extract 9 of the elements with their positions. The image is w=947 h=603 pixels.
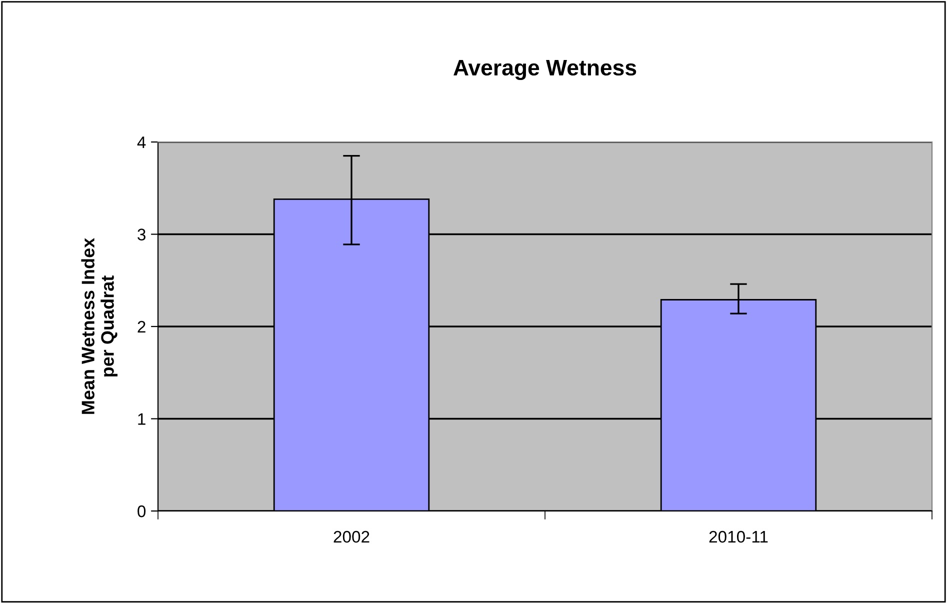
chart-title: Average Wetness (454, 60, 636, 80)
y-tick-label: 2 (138, 320, 146, 333)
x-tick-label: 2010-11 (709, 530, 768, 543)
y-tick-label: 1 (138, 413, 146, 425)
y-tick-label: 0 (138, 505, 146, 518)
y-tick-label: 4 (137, 136, 146, 148)
y-tick-label: 3 (138, 228, 146, 240)
y-axis-title: Mean Wetness Index per Quadrat (81, 238, 118, 414)
x-tick-label: 2002 (334, 530, 370, 543)
